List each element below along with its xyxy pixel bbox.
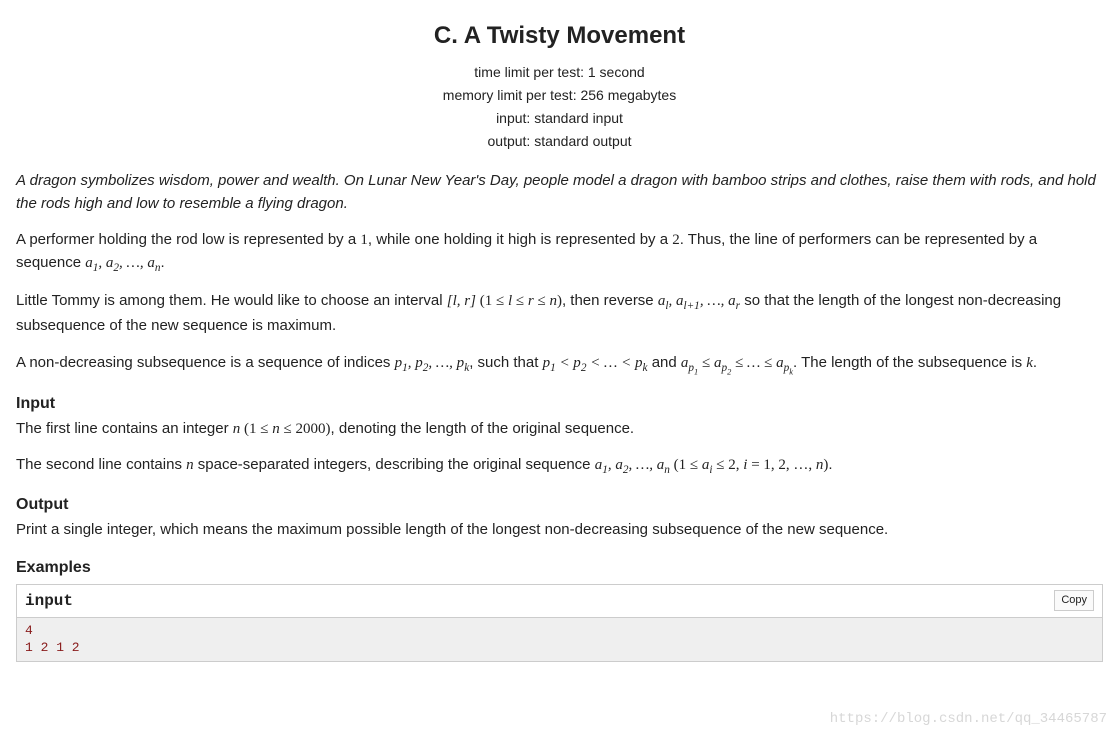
output-heading: Output xyxy=(16,493,1103,517)
meta-time: time limit per test: 1 second xyxy=(16,62,1103,83)
p3-text-a: A non-decreasing subsequence is a sequen… xyxy=(16,354,395,371)
p1-text-b: , while one holding it high is represent… xyxy=(368,231,672,248)
paragraph-1: A performer holding the rod low is repre… xyxy=(16,229,1103,276)
p3-k: k xyxy=(1026,355,1033,371)
p2-text-a: Little Tommy is among them. He would lik… xyxy=(16,292,447,309)
p3-text-b: , such that xyxy=(469,354,542,371)
input-paragraph-2: The second line contains n space-separat… xyxy=(16,454,1103,479)
meta-memory: memory limit per test: 256 megabytes xyxy=(16,85,1103,106)
watermark: https://blog.csdn.net/qq_34465787 xyxy=(830,709,1107,730)
sample-block: input Copy 4 1 2 1 2 xyxy=(16,584,1103,662)
p1-two: 2 xyxy=(672,232,680,248)
p3-text-c: and xyxy=(648,354,681,371)
p1-one: 1 xyxy=(360,232,368,248)
p3-text-e: . xyxy=(1033,354,1037,371)
p3-ap: ap1 ≤ ap2 ≤ … ≤ apk xyxy=(681,355,793,371)
p1-text-a: A performer holding the rod low is repre… xyxy=(16,231,360,248)
sample-input-label: input xyxy=(25,589,73,613)
copy-button[interactable]: Copy xyxy=(1054,590,1094,611)
input-p1-n: n (1 ≤ n ≤ 2000) xyxy=(233,421,331,437)
p1-seq: a1, a2, …, an xyxy=(85,255,160,271)
output-paragraph: Print a single integer, which means the … xyxy=(16,519,1103,542)
p2-rev: al, al+1, …, ar xyxy=(658,293,740,309)
problem-title: C. A Twisty Movement xyxy=(16,18,1103,54)
p3-idx: p1, p2, …, pk xyxy=(395,355,470,371)
input-p2-seq: a1, a2, …, an (1 ≤ ai ≤ 2, i = 1, 2, …, … xyxy=(595,457,829,473)
paragraph-2: Little Tommy is among them. He would lik… xyxy=(16,290,1103,337)
input-heading: Input xyxy=(16,392,1103,416)
input-p2-a: The second line contains xyxy=(16,456,186,473)
paragraph-3: A non-decreasing subsequence is a sequen… xyxy=(16,352,1103,378)
input-p2-c: . xyxy=(828,456,832,473)
p3-text-d: . The length of the subsequence is xyxy=(793,354,1026,371)
p2-interval: [l, r] (1 ≤ l ≤ r ≤ n) xyxy=(447,293,562,309)
p2-text-b: , then reverse xyxy=(562,292,658,309)
examples-heading: Examples xyxy=(16,556,1103,580)
input-p2-b: space-separated integers, describing the… xyxy=(194,456,595,473)
p3-ord: p1 < p2 < … < pk xyxy=(543,355,648,371)
sample-header: input Copy xyxy=(17,585,1102,618)
input-p2-n: n xyxy=(186,457,194,473)
sample-input-body: 4 1 2 1 2 xyxy=(17,618,1102,661)
flavor-text: A dragon symbolizes wisdom, power and we… xyxy=(16,170,1103,215)
input-p1-b: , denoting the length of the original se… xyxy=(331,420,635,437)
meta-output: output: standard output xyxy=(16,131,1103,152)
input-paragraph-1: The first line contains an integer n (1 … xyxy=(16,418,1103,441)
meta-input: input: standard input xyxy=(16,108,1103,129)
input-p1-a: The first line contains an integer xyxy=(16,420,233,437)
p1-text-d: . xyxy=(160,254,164,271)
